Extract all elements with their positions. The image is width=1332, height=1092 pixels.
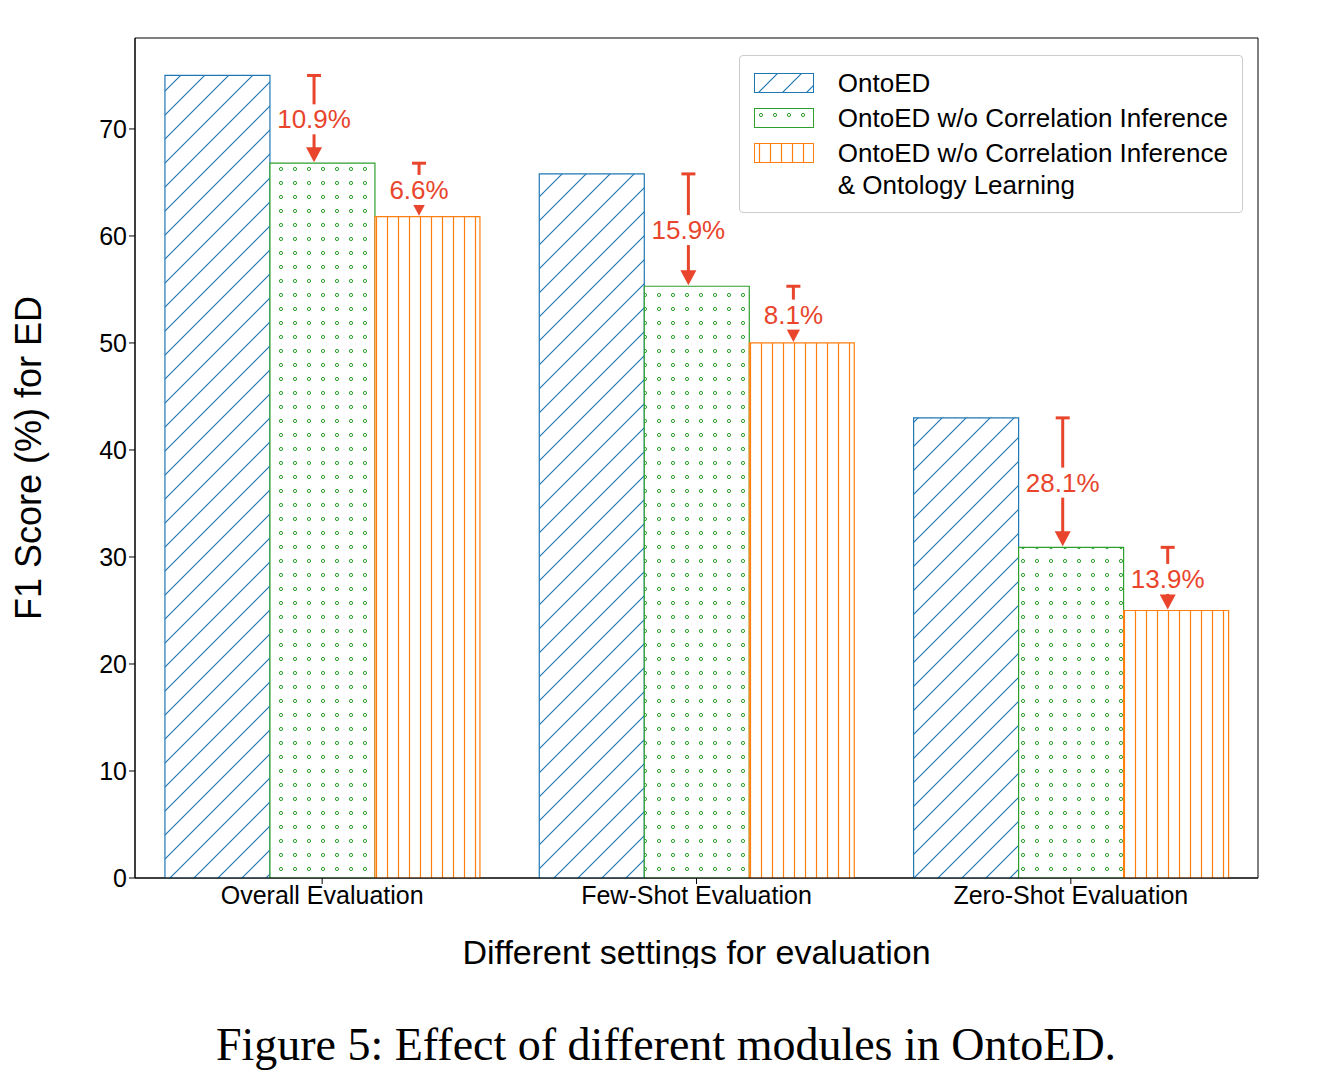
svg-text:10.9%: 10.9% bbox=[277, 104, 351, 134]
svg-text:6.6%: 6.6% bbox=[389, 175, 448, 205]
svg-text:10: 10 bbox=[99, 757, 127, 785]
svg-text:60: 60 bbox=[99, 222, 127, 250]
svg-text:40: 40 bbox=[99, 436, 127, 464]
html-text:OntoED w/o Correlation Inferen: OntoED w/o Correlation Inference & Ontol… bbox=[837, 138, 1228, 200]
svg-text:70: 70 bbox=[99, 115, 127, 143]
svg-text:Few-Shot Evaluation: Few-Shot Evaluation bbox=[581, 881, 812, 909]
html-text:Figure 5: Effect of different: Figure 5: Effect of different modules in… bbox=[215, 1019, 1117, 1070]
svg-text:0: 0 bbox=[113, 864, 127, 892]
html-text:OntoED w/o Correlation Inferen: OntoED w/o Correlation Inference bbox=[837, 103, 1228, 133]
svg-text:F1 Score (%) for ED: F1 Score (%) for ED bbox=[8, 296, 49, 620]
svg-text:15.9%: 15.9% bbox=[652, 215, 726, 245]
html-text:OntoED: OntoED bbox=[837, 68, 931, 98]
svg-text:13.9%: 13.9% bbox=[1131, 564, 1205, 594]
svg-text:50: 50 bbox=[99, 329, 127, 357]
svg-text:28.1%: 28.1% bbox=[1026, 468, 1100, 498]
svg-text:8.1%: 8.1% bbox=[764, 300, 823, 330]
svg-text:30: 30 bbox=[99, 543, 127, 571]
svg-text:20: 20 bbox=[99, 650, 127, 678]
svg-text:Overall Evaluation: Overall Evaluation bbox=[221, 881, 424, 909]
svg-text:Zero-Shot Evaluation: Zero-Shot Evaluation bbox=[953, 881, 1188, 909]
svg-text:Different settings for evaluat: Different settings for evaluation bbox=[462, 933, 930, 968]
